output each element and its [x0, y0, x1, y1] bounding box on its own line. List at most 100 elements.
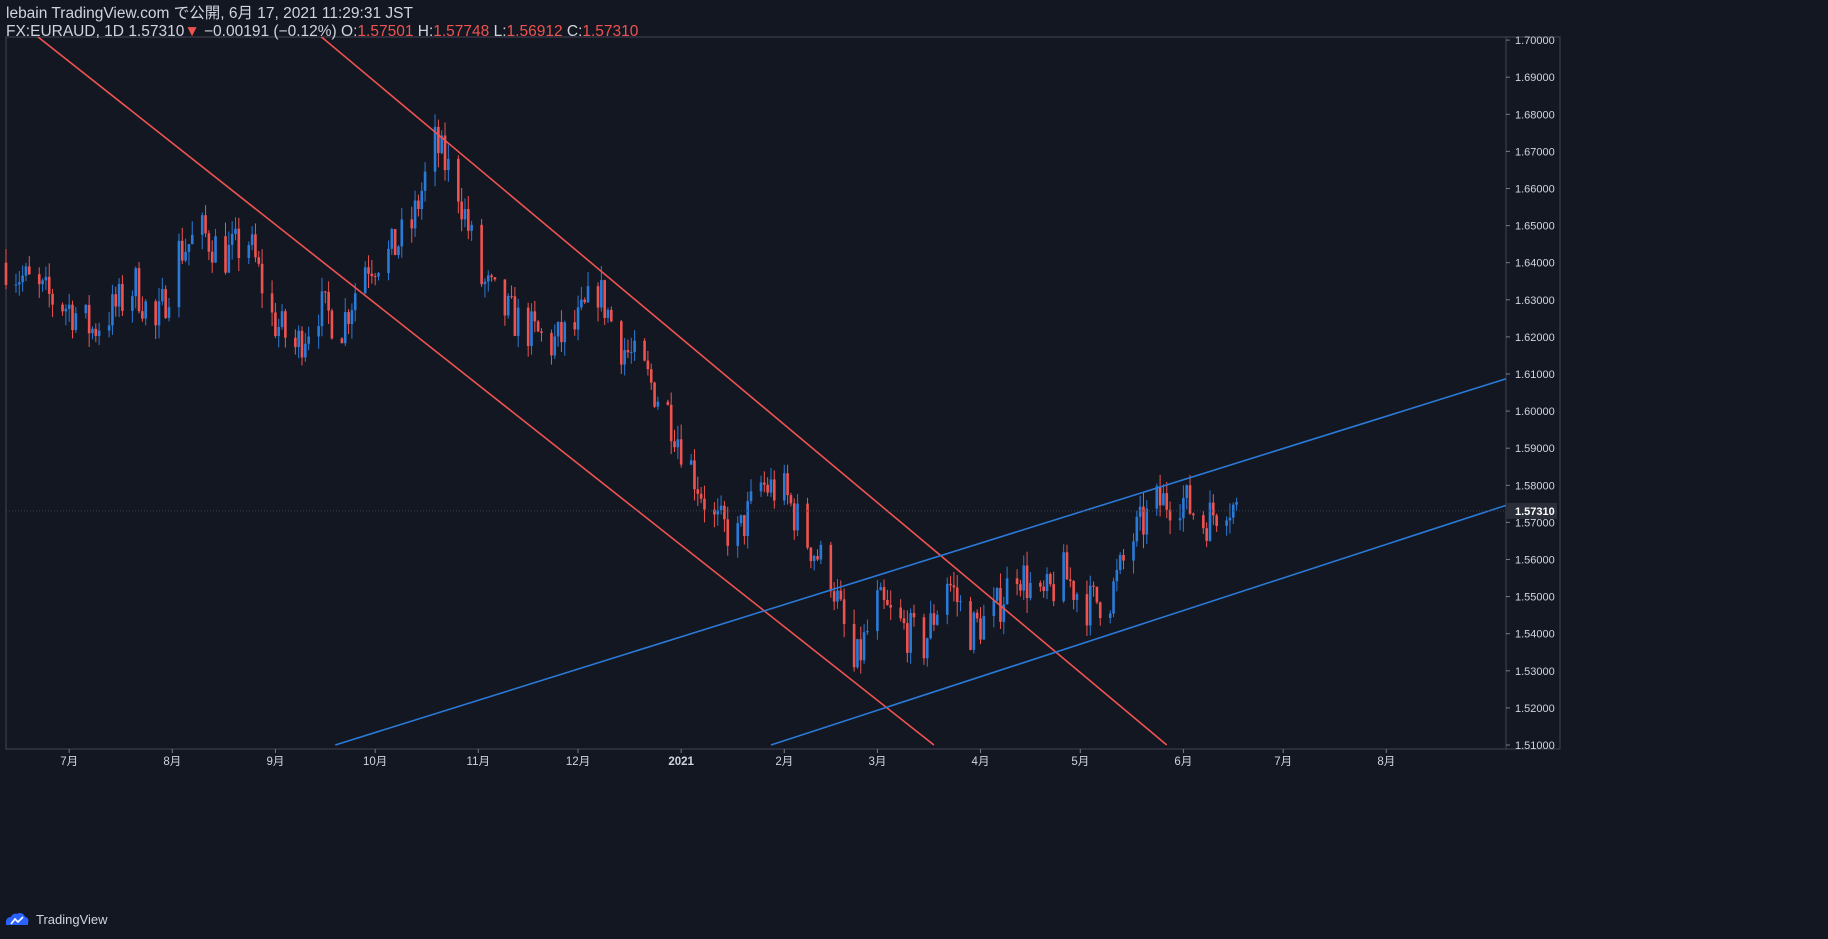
candle-up — [746, 501, 749, 536]
candle-down — [859, 639, 863, 661]
candle-down — [260, 263, 264, 294]
candle-down — [370, 273, 374, 277]
candle-up — [111, 294, 114, 326]
candle-up — [397, 246, 400, 256]
candle-down — [254, 234, 257, 258]
candle-up — [1132, 541, 1135, 561]
candle-down — [1205, 528, 1208, 541]
candle-down — [669, 404, 673, 442]
candle-down — [71, 304, 74, 331]
candle-up — [1108, 613, 1112, 619]
candle-down — [340, 338, 344, 344]
candle-down — [121, 283, 124, 311]
y-tick-label: 1.69000 — [1515, 72, 1555, 84]
candle-down — [906, 623, 909, 653]
candle-down — [27, 266, 31, 275]
candle-up — [1225, 520, 1228, 526]
candle-down — [94, 328, 98, 336]
candle-up — [1022, 565, 1026, 591]
candle-up — [506, 295, 510, 316]
candle-down — [327, 292, 330, 311]
y-tick-label: 1.62000 — [1515, 332, 1555, 344]
footer-brand[interactable]: TradingView — [36, 911, 108, 927]
candle-down — [180, 240, 184, 261]
candle-down — [237, 228, 241, 259]
candle-up — [1118, 555, 1122, 571]
candle-up — [819, 544, 823, 560]
candle-down — [164, 289, 167, 318]
footer: TradingView — [4, 908, 108, 930]
candle-up — [184, 251, 187, 261]
candle-up — [982, 615, 986, 640]
y-tick-label: 1.59000 — [1515, 443, 1555, 455]
candle-down — [347, 312, 350, 325]
symbol-name[interactable]: FX:EURAUD, 1D — [6, 23, 124, 40]
tradingview-logo-icon[interactable] — [4, 911, 30, 927]
candle-up — [1045, 573, 1049, 592]
candle-down — [467, 208, 470, 231]
candle-up — [736, 523, 740, 546]
candle-up — [387, 248, 390, 274]
candle-down — [816, 556, 819, 560]
candle-down — [969, 601, 972, 650]
candle-up — [606, 309, 610, 319]
candle-up — [420, 190, 424, 210]
candle-up — [280, 311, 284, 327]
candle-up — [247, 244, 251, 259]
candle-down — [536, 321, 540, 332]
candle-up — [74, 313, 78, 331]
candle-up — [144, 301, 147, 319]
candle-down — [513, 296, 517, 336]
candle-down — [1019, 584, 1022, 591]
close-label: C: — [566, 23, 583, 40]
candle-up — [836, 590, 839, 602]
candle-up — [18, 282, 21, 285]
candle-up — [1002, 604, 1006, 622]
candle-down — [649, 369, 653, 383]
candle-up — [563, 322, 567, 343]
candle-up — [1155, 486, 1159, 509]
candle-down — [673, 441, 676, 448]
candle-down — [763, 482, 766, 485]
y-tick-label: 1.63000 — [1515, 295, 1555, 307]
open-label: O: — [341, 23, 358, 40]
candle-up — [972, 612, 976, 650]
candle-up — [576, 307, 580, 330]
candle-up — [1145, 508, 1149, 535]
candle-up — [1185, 485, 1189, 499]
candle-down — [274, 312, 277, 336]
candle-down — [842, 599, 846, 624]
candle-down — [257, 257, 261, 264]
candle-down — [1085, 594, 1089, 626]
candle-down — [37, 274, 41, 285]
y-tick-label: 1.58000 — [1515, 480, 1555, 492]
y-tick-label: 1.57000 — [1515, 517, 1555, 529]
candle-up — [230, 233, 234, 245]
ohlc-legend: FX:EURAUD, 1D 1.57310▼ −0.00191 (−0.12%)… — [6, 23, 638, 41]
candle-up — [317, 326, 320, 337]
candle-up — [1208, 502, 1212, 541]
candle-up — [24, 266, 28, 276]
x-tick-label: 4月 — [972, 756, 990, 768]
candle-down — [51, 293, 54, 305]
candle-down — [952, 585, 956, 588]
candle-up — [909, 613, 912, 653]
candle-up — [67, 304, 71, 309]
candle-down — [643, 340, 646, 361]
candle-down — [922, 617, 926, 659]
candle-up — [250, 234, 254, 245]
candle-down — [1188, 485, 1192, 514]
candle-up — [689, 460, 693, 465]
candle-down — [889, 605, 893, 608]
candle-up — [486, 275, 490, 282]
candle-down — [789, 495, 793, 504]
candle-down — [1052, 584, 1055, 602]
candle-up — [530, 311, 533, 347]
candle-down — [443, 135, 447, 171]
candle-up — [363, 267, 367, 294]
candle-up — [470, 224, 473, 231]
candle-up — [304, 343, 307, 358]
desc-channel-lower-line — [36, 37, 935, 746]
candle-down — [1065, 552, 1069, 580]
